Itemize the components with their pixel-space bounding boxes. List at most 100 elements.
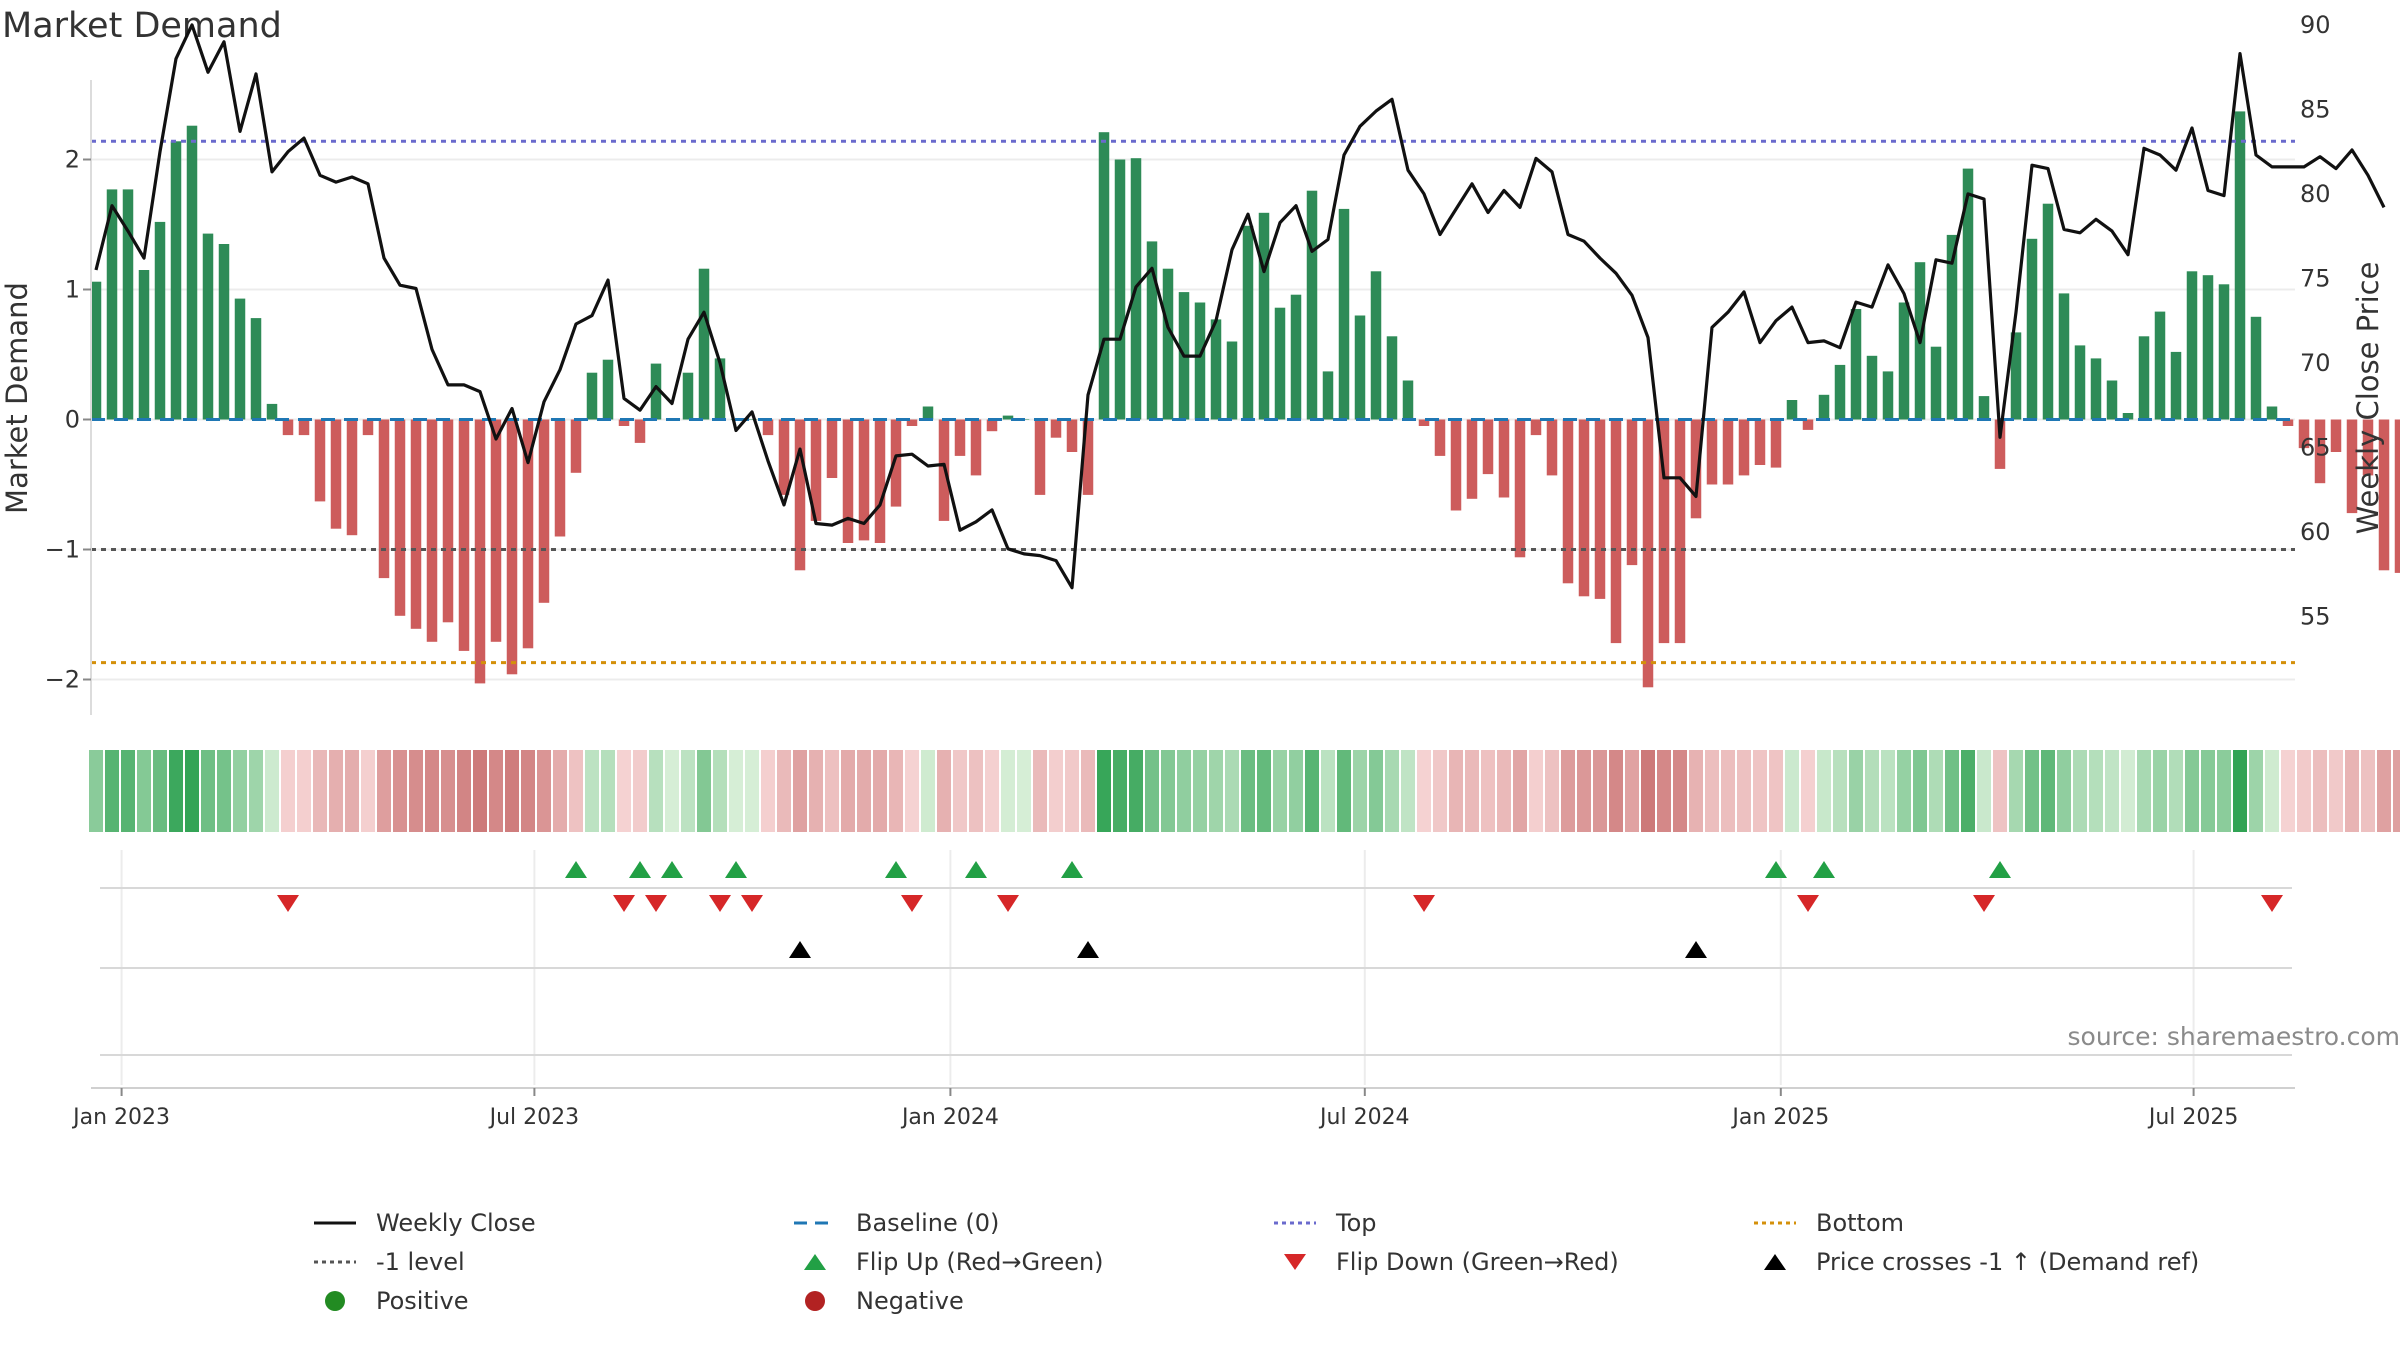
demand-strip-cell: [761, 750, 775, 832]
flip-down-marker: [901, 895, 923, 912]
demand-strip-cell: [857, 750, 871, 832]
legend-item-negative: Negative: [780, 1283, 964, 1319]
demand-strip-cell: [1481, 750, 1495, 832]
demand-bar: [2346, 419, 2358, 514]
flip-up-marker: [1765, 861, 1787, 878]
demand-strip-cell: [473, 750, 487, 832]
demand-strip-cell: [937, 750, 951, 832]
demand-strip-cell: [809, 750, 823, 832]
demand-strip-cell: [569, 750, 583, 832]
source-attribution: source: sharemaestro.com: [2067, 1022, 2400, 1051]
demand-strip-cell: [249, 750, 263, 832]
flip-up-marker: [629, 861, 651, 878]
demand-strip-cell: [1577, 750, 1591, 832]
legend-label: Bottom: [1816, 1209, 1905, 1237]
demand-strip-cell: [2345, 750, 2359, 832]
demand-bar: [1642, 419, 1654, 688]
demand-bar: [298, 419, 310, 436]
demand-bar: [2330, 419, 2342, 452]
demand-strip-cell: [953, 750, 967, 832]
close-line-layer: [94, 23, 2386, 590]
demand-strip-cell: [585, 750, 599, 832]
weekly-close-line: [94, 23, 2386, 590]
demand-strip-cell: [969, 750, 983, 832]
y2-axis-label: Weekly Close Price: [2351, 262, 2385, 535]
demand-bar: [170, 141, 182, 420]
axes-layer: 2 1 0 −1 −2 90 85 80 75 70 65 60 55 Market Demand Week…: [0, 11, 2385, 715]
demand-strip-cell: [681, 750, 695, 832]
x-tick-label: Jan 2024: [900, 1105, 999, 1130]
demand-bar: [810, 419, 822, 521]
demand-strip-cell: [1337, 750, 1351, 832]
x-tick-label: Jul 2025: [2147, 1105, 2239, 1130]
demand-strip-cell: [1753, 750, 1767, 832]
demand-bar: [2026, 238, 2038, 420]
demand-bar: [634, 419, 646, 443]
y-tick-label: 0: [65, 406, 80, 434]
demand-strip-cell: [1673, 750, 1687, 832]
demand-strip-cell: [105, 750, 119, 832]
demand-strip-cell: [1657, 750, 1671, 832]
demand-bar: [1514, 419, 1526, 558]
demand-strip-cell: [1769, 750, 1783, 832]
demand-bar: [602, 359, 614, 420]
legend-item-minus-one: -1 level: [300, 1244, 465, 1280]
x-tick-label: Jul 2024: [1318, 1105, 1410, 1130]
demand-strip-cell: [1113, 750, 1127, 832]
flip-down-marker: [277, 895, 299, 912]
flip-up-marker: [661, 861, 683, 878]
demand-bar: [2106, 380, 2118, 420]
demand-bar: [1082, 419, 1094, 495]
demand-strip-cell: [1145, 750, 1159, 832]
flip-down-marker: [741, 895, 763, 912]
demand-bar: [1338, 208, 1350, 420]
demand-bar: [138, 270, 150, 420]
demand-strip-cell: [1129, 750, 1143, 832]
demand-strip-cell: [1705, 750, 1719, 832]
flip-down-marker: [2261, 895, 2283, 912]
demand-bar: [1530, 419, 1542, 436]
demand-strip-cell: [1417, 750, 1431, 832]
demand-bar: [1386, 336, 1398, 420]
cross-marker: [1077, 941, 1099, 958]
demand-bar: [1626, 419, 1638, 566]
demand-strip-cell: [1881, 750, 1895, 832]
demand-strip-cell: [1177, 750, 1191, 832]
demand-strip-cell: [2201, 750, 2215, 832]
demand-strip-cell: [553, 750, 567, 832]
demand-strip-cell: [1641, 750, 1655, 832]
demand-bar: [1210, 319, 1222, 420]
demand-strip-cell: [2377, 750, 2391, 832]
demand-strip-cell: [1369, 750, 1383, 832]
demand-strip-cell: [2313, 750, 2327, 832]
demand-strip-cell: [985, 750, 999, 832]
demand-bar: [1402, 380, 1414, 420]
demand-bar: [1818, 394, 1830, 420]
demand-bar: [1498, 419, 1510, 498]
demand-bar: [490, 419, 502, 642]
demand-strip-cell: [2057, 750, 2071, 832]
demand-bar: [202, 233, 214, 420]
demand-strip-cell: [777, 750, 791, 832]
demand-strip-cell: [1977, 750, 1991, 832]
demand-strip-cell: [377, 750, 391, 832]
demand-strip-cell: [1001, 750, 1015, 832]
legend-label: Top: [1336, 1209, 1377, 1237]
demand-strip-cell: [457, 750, 471, 832]
demand-bar: [1066, 419, 1078, 452]
legend-item-close: Weekly Close: [300, 1205, 536, 1241]
demand-bar: [570, 419, 582, 473]
demand-bar: [2298, 419, 2310, 449]
legend-symbol-minus-one: [314, 1260, 356, 1264]
demand-bar: [746, 419, 758, 420]
demand-strip-cell: [1785, 750, 1799, 832]
demand-bar: [522, 419, 534, 649]
demand-bar: [794, 419, 806, 571]
demand-bar: [442, 419, 454, 623]
legend-symbol-baseline: [794, 1221, 836, 1225]
demand-strip-cell: [2041, 750, 2055, 832]
demand-strip-cell: [1161, 750, 1175, 832]
demand-bar: [1882, 371, 1894, 420]
legend-symbol-positive: [325, 1291, 345, 1311]
demand-strip-cell: [489, 750, 503, 832]
